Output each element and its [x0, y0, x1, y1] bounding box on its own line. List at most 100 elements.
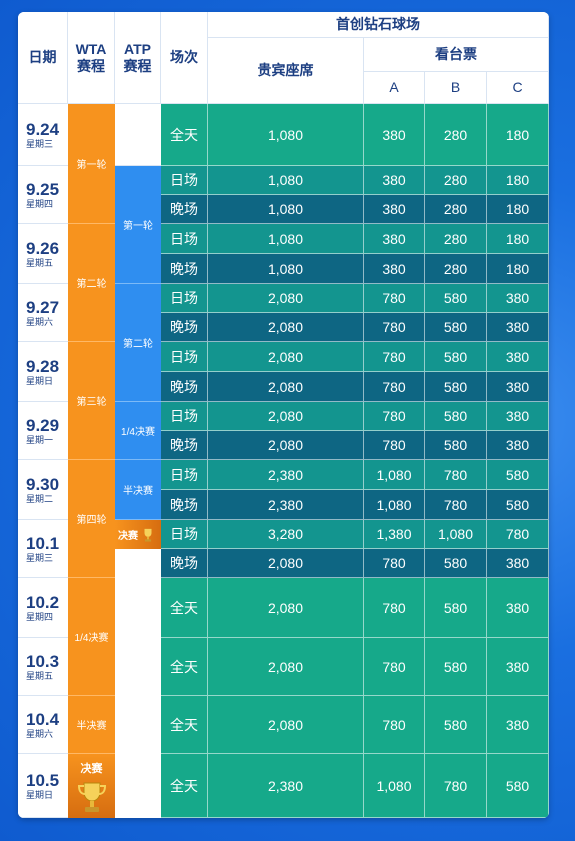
- header-vip: 贵宾座席: [208, 38, 364, 104]
- wta-round-2: 第二轮: [68, 224, 115, 342]
- zone-b-price-cell: 1,080: [425, 520, 487, 549]
- zone-a-price-cell: 780: [364, 342, 425, 372]
- vip-price-cell: 1,080: [208, 166, 364, 195]
- zone-c-price-cell: 380: [487, 402, 549, 431]
- zone-b-price-cell: 580: [425, 431, 487, 460]
- header-wta: WTA 赛程: [68, 12, 115, 104]
- zone-a-price-cell: 380: [364, 195, 425, 224]
- trophy-icon: [144, 528, 152, 542]
- header-stand: 看台票: [364, 38, 549, 72]
- header-venue: 首创钻石球场: [208, 12, 549, 38]
- zone-b-price-cell: 780: [425, 754, 487, 818]
- session-cell: 日场: [161, 284, 208, 313]
- zone-b-price-cell: 580: [425, 696, 487, 754]
- date-value: 10.5: [26, 770, 60, 790]
- date-cell: 9.25 星期四: [18, 166, 68, 224]
- session-cell: 晚场: [161, 549, 208, 578]
- zone-c-price-cell: 380: [487, 313, 549, 342]
- atp-semifinal: 半决赛: [115, 460, 161, 520]
- session-cell: 全天: [161, 754, 208, 818]
- weekday-label: 星期三: [26, 552, 54, 563]
- header-zone-a: A: [364, 72, 425, 104]
- weekday-label: 星期四: [26, 611, 54, 622]
- zone-a-price-cell: 380: [364, 104, 425, 166]
- weekday-label: 星期六: [26, 728, 54, 739]
- zone-b-price-cell: 280: [425, 224, 487, 254]
- session-cell: 全天: [161, 638, 208, 696]
- vip-price-cell: 2,380: [208, 754, 364, 818]
- trophy-icon: [77, 782, 106, 812]
- zone-b-price-cell: 280: [425, 195, 487, 224]
- date-value: 9.24: [26, 119, 60, 139]
- zone-b-price-cell: 780: [425, 490, 487, 520]
- zone-c-price-cell: 180: [487, 195, 549, 224]
- session-cell: 晚场: [161, 254, 208, 284]
- session-cell: 晚场: [161, 490, 208, 520]
- date-value: 10.3: [26, 651, 60, 671]
- session-cell: 日场: [161, 224, 208, 254]
- zone-c-price-cell: 580: [487, 754, 549, 818]
- weekday-label: 星期一: [26, 434, 54, 445]
- weekday-label: 星期三: [26, 138, 54, 149]
- zone-b-price-cell: 780: [425, 460, 487, 490]
- date-value: 9.30: [26, 474, 60, 494]
- zone-c-price-cell: 180: [487, 104, 549, 166]
- atp-empty-bottom: [115, 549, 161, 818]
- zone-a-price-cell: 1,080: [364, 490, 425, 520]
- date-value: 9.28: [26, 356, 60, 376]
- zone-b-price-cell: 580: [425, 313, 487, 342]
- weekday-label: 星期日: [26, 375, 54, 386]
- zone-c-price-cell: 380: [487, 342, 549, 372]
- date-value: 10.2: [26, 592, 60, 612]
- date-cell: 10.2 星期四: [18, 578, 68, 638]
- weekday-label: 星期五: [26, 257, 54, 268]
- zone-b-price-cell: 280: [425, 254, 487, 284]
- vip-price-cell: 2,380: [208, 490, 364, 520]
- date-cell: 10.3 星期五: [18, 638, 68, 696]
- zone-b-price-cell: 580: [425, 402, 487, 431]
- vip-price-cell: 2,080: [208, 638, 364, 696]
- header-zone-b: B: [425, 72, 487, 104]
- date-value: 9.29: [26, 415, 60, 435]
- zone-c-price-cell: 380: [487, 578, 549, 638]
- zone-a-price-cell: 780: [364, 284, 425, 313]
- zone-c-price-cell: 180: [487, 224, 549, 254]
- session-cell: 晚场: [161, 195, 208, 224]
- zone-a-price-cell: 780: [364, 549, 425, 578]
- vip-price-cell: 1,080: [208, 254, 364, 284]
- date-cell: 9.27 星期六: [18, 284, 68, 342]
- date-cell: 9.29 星期一: [18, 402, 68, 460]
- zone-c-price-cell: 580: [487, 460, 549, 490]
- vip-price-cell: 2,080: [208, 578, 364, 638]
- wta-final: 决赛: [68, 754, 115, 818]
- header-date: 日期: [18, 12, 68, 104]
- weekday-label: 星期五: [26, 670, 54, 681]
- zone-a-price-cell: 780: [364, 402, 425, 431]
- vip-price-cell: 2,080: [208, 549, 364, 578]
- date-cell: 9.24 星期三: [18, 104, 68, 166]
- vip-price-cell: 1,080: [208, 195, 364, 224]
- session-cell: 全天: [161, 696, 208, 754]
- zone-a-price-cell: 380: [364, 166, 425, 195]
- session-cell: 日场: [161, 342, 208, 372]
- atp-round-2: 第二轮: [115, 284, 161, 402]
- zone-c-price-cell: 580: [487, 490, 549, 520]
- session-cell: 晚场: [161, 313, 208, 342]
- date-value: 9.25: [26, 179, 60, 199]
- zone-b-price-cell: 580: [425, 549, 487, 578]
- zone-a-price-cell: 780: [364, 578, 425, 638]
- zone-a-price-cell: 780: [364, 696, 425, 754]
- zone-a-price-cell: 780: [364, 313, 425, 342]
- zone-a-price-cell: 780: [364, 372, 425, 402]
- vip-price-cell: 2,080: [208, 284, 364, 313]
- wta-round-4: 第四轮: [68, 460, 115, 578]
- vip-price-cell: 2,080: [208, 342, 364, 372]
- date-cell: 10.4 星期六: [18, 696, 68, 754]
- session-cell: 晚场: [161, 431, 208, 460]
- session-cell: 晚场: [161, 372, 208, 402]
- date-value: 10.1: [26, 533, 60, 553]
- atp-empty-top: [115, 104, 161, 166]
- zone-c-price-cell: 180: [487, 254, 549, 284]
- zone-b-price-cell: 580: [425, 578, 487, 638]
- wta-round-3: 第三轮: [68, 342, 115, 460]
